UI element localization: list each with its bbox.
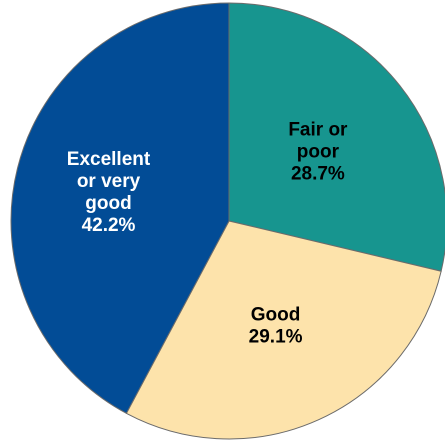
pie-slice-good bbox=[125, 220, 442, 440]
slice-label-line: Excellent bbox=[67, 149, 151, 170]
slice-label-line: Fair or bbox=[288, 120, 348, 141]
slice-label-line: 29.1% bbox=[249, 326, 303, 347]
slice-label-line: good bbox=[85, 193, 131, 214]
slice-label: Fair or poor 28.7% bbox=[288, 120, 348, 185]
slice-label-line: 42.2% bbox=[82, 215, 136, 236]
slice-label-line: poor bbox=[297, 142, 340, 163]
slice-label-line: or very bbox=[77, 171, 141, 192]
slice-label: Excellent or very good 42.2% bbox=[67, 149, 151, 236]
pie-slice-fair-or-poor bbox=[228, 2, 445, 272]
pie-slice-excellent-or-very-good bbox=[10, 2, 230, 415]
pie-slices bbox=[10, 2, 445, 440]
slice-label: Good 29.1% bbox=[249, 304, 303, 347]
slice-label-line: Good bbox=[251, 304, 301, 325]
slice-label-line: 28.7% bbox=[291, 164, 345, 185]
pie-labels: Fair or poor 28.7% Good 29.1% Excellent or ver… bbox=[67, 120, 348, 348]
